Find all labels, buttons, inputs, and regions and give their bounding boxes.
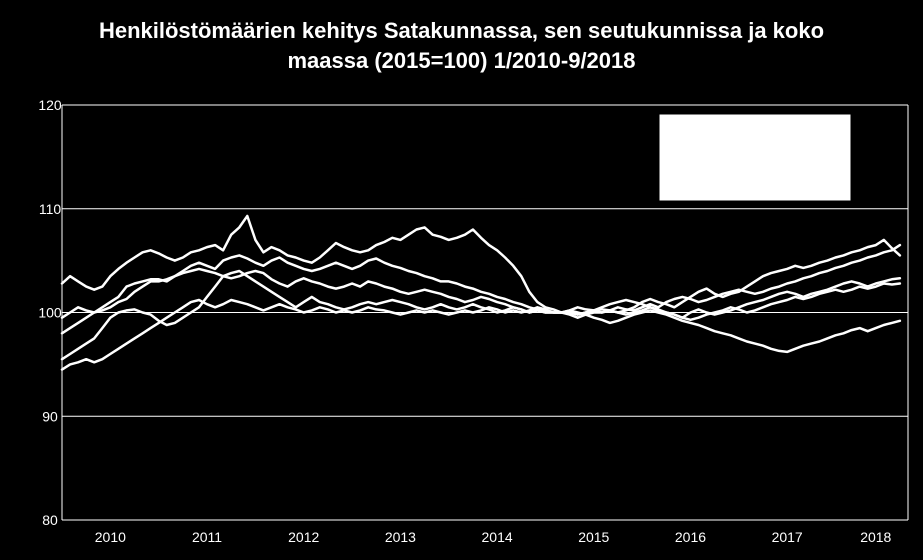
series-d [62,271,900,359]
xtick-label: 2015 [578,529,609,545]
xtick-label: 2011 [192,529,222,545]
series-a [62,216,900,315]
xtick-label: 2017 [772,529,803,545]
ytick-label: 120 [38,97,62,113]
series-c [62,269,900,333]
ytick-label: 90 [42,408,58,424]
chart-title-line2: maassa (2015=100) 1/2010-9/2018 [287,48,635,73]
xtick-label: 2014 [482,529,513,545]
xtick-label: 2012 [288,529,319,545]
xtick-label: 2018 [860,529,891,545]
legend-box [660,115,850,200]
line-chart: Henkilöstömäärien kehitys Satakunnassa, … [0,0,923,560]
xtick-label: 2013 [385,529,416,545]
ytick-label: 80 [42,512,58,528]
xtick-label: 2016 [675,529,706,545]
chart-title-line1: Henkilöstömäärien kehitys Satakunnassa, … [99,18,824,43]
chart-container: Henkilöstömäärien kehitys Satakunnassa, … [0,0,923,560]
xtick-label: 2010 [95,529,126,545]
ytick-label: 110 [39,201,62,217]
series-e [62,300,900,370]
ytick-label: 100 [38,305,62,321]
